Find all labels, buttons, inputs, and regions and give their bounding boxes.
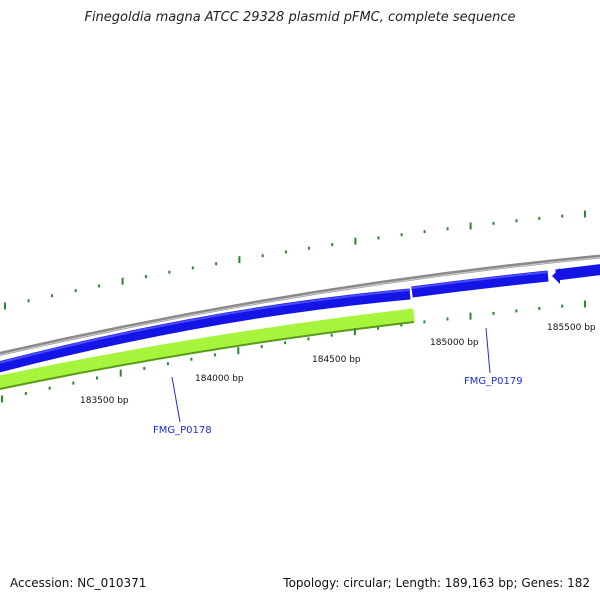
gene-leader-fmg-p0179 [485,327,491,374]
accession-text: Accession: NC_010371 [10,576,147,590]
inner-tick-ring [1,300,586,403]
page-title: Finegoldia magna ATCC 29328 plasmid pFMC… [84,10,516,25]
tick-label-185000: 185000 bp [430,338,479,348]
topology-summary-text: Topology: circular; Length: 189,163 bp; … [283,576,590,590]
forward-gene-band-3 [555,264,600,281]
reverse-gene-outline [0,321,415,390]
gene-leader-fmg-p0178 [171,376,181,423]
forward-gene-arrowhead [552,268,560,284]
tick-label-183500: 183500 bp [80,396,129,406]
forward-gene-band [0,288,411,373]
reverse-gene-band [0,308,415,389]
backbone-line [0,254,600,356]
forward-gene-highlight-2 [411,271,549,289]
gene-label-fmg-p0178[interactable]: FMG_P0178 [153,425,212,436]
tick-label-184000: 184000 bp [195,374,244,384]
forward-gene-highlight [0,289,411,364]
forward-gene-band-2 [411,270,549,298]
gene-label-fmg-p0179[interactable]: FMG_P0179 [464,376,523,387]
tick-label-184500: 184500 bp [312,355,361,365]
backbone-highlight [0,256,600,356]
tick-label-185500: 185500 bp [547,323,596,333]
outer-tick-ring [4,210,586,310]
